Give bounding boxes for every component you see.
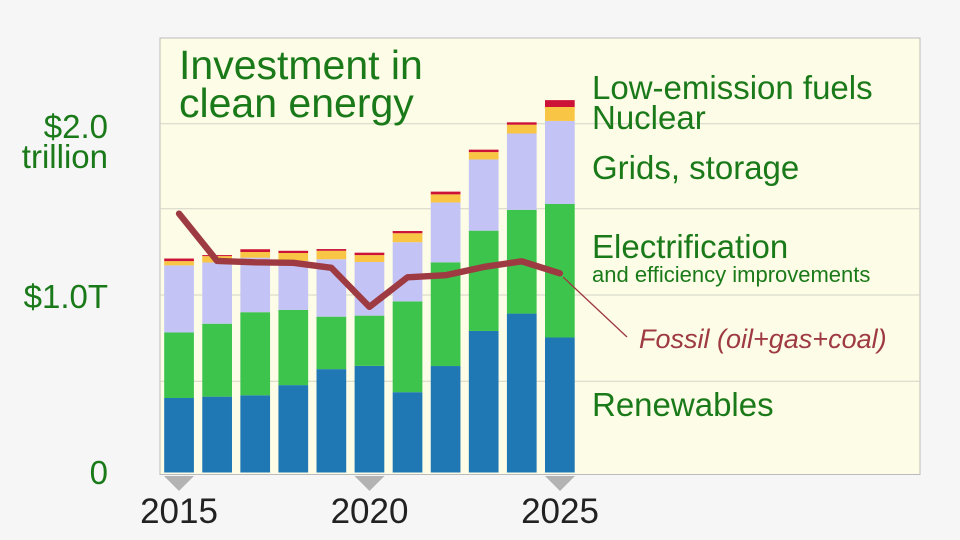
- svg-text:clean energy: clean energy: [179, 80, 414, 126]
- svg-text:$1.0T: $1.0T: [24, 278, 108, 315]
- svg-text:0: 0: [90, 454, 108, 491]
- svg-text:2020: 2020: [331, 492, 409, 531]
- svg-text:2025: 2025: [521, 492, 599, 531]
- svg-text:2015: 2015: [140, 492, 218, 531]
- svg-text:Nuclear: Nuclear: [592, 99, 706, 136]
- svg-text:and efficiency improvements: and efficiency improvements: [592, 262, 870, 287]
- svg-text:Renewables: Renewables: [592, 386, 774, 423]
- svg-text:Electrification: Electrification: [592, 228, 788, 265]
- svg-text:Grids, storage: Grids, storage: [592, 149, 799, 186]
- svg-text:trillion: trillion: [22, 138, 108, 175]
- svg-text:Fossil (oil+gas+coal): Fossil (oil+gas+coal): [639, 324, 887, 354]
